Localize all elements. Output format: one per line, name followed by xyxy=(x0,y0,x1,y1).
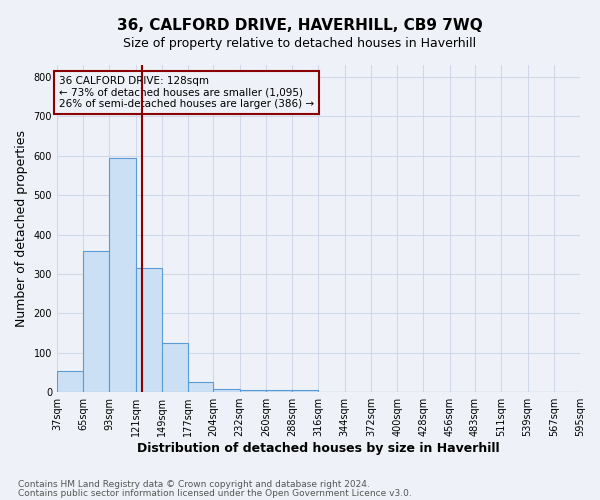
Bar xyxy=(162,343,188,392)
Text: Size of property relative to detached houses in Haverhill: Size of property relative to detached ho… xyxy=(124,38,476,51)
Text: 36 CALFORD DRIVE: 128sqm
← 73% of detached houses are smaller (1,095)
26% of sem: 36 CALFORD DRIVE: 128sqm ← 73% of detach… xyxy=(59,76,314,109)
Bar xyxy=(188,382,214,392)
Text: Contains public sector information licensed under the Open Government Licence v3: Contains public sector information licen… xyxy=(18,488,412,498)
Text: 36, CALFORD DRIVE, HAVERHILL, CB9 7WQ: 36, CALFORD DRIVE, HAVERHILL, CB9 7WQ xyxy=(117,18,483,32)
Bar xyxy=(214,389,240,392)
Y-axis label: Number of detached properties: Number of detached properties xyxy=(15,130,28,327)
Bar xyxy=(240,390,266,392)
Bar xyxy=(57,370,83,392)
Bar xyxy=(136,268,162,392)
Bar xyxy=(292,390,319,392)
Bar xyxy=(83,252,109,392)
Bar xyxy=(266,390,292,392)
X-axis label: Distribution of detached houses by size in Haverhill: Distribution of detached houses by size … xyxy=(137,442,500,455)
Bar xyxy=(109,158,136,392)
Text: Contains HM Land Registry data © Crown copyright and database right 2024.: Contains HM Land Registry data © Crown c… xyxy=(18,480,370,489)
